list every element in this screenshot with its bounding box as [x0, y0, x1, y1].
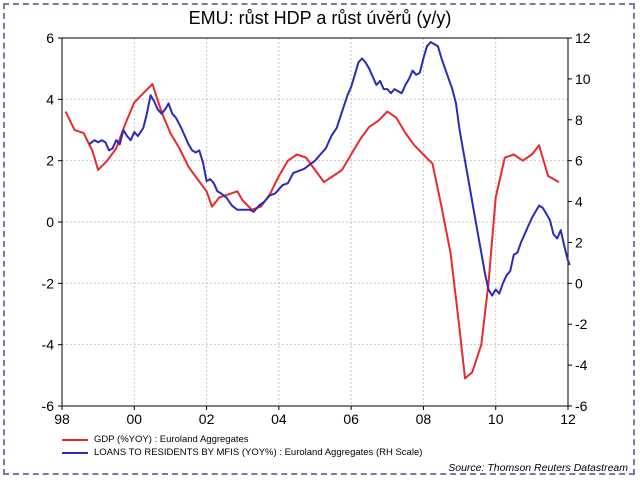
- y-right-tick-label: 0: [575, 275, 583, 291]
- series-lines: [64, 41, 571, 380]
- x-tick-label: 08: [416, 411, 432, 427]
- y-right-tick-label: -2: [575, 316, 588, 332]
- y-left-tick-label: 4: [46, 91, 54, 107]
- y-right-tick-label: 4: [575, 194, 583, 210]
- legend-item-gdp: GDP (%YOY) : Euroland Aggregates: [62, 434, 249, 445]
- chart-frame: [3, 3, 635, 475]
- y-right-tick-label: -4: [575, 357, 588, 373]
- source-note: Source: Thomson Reuters Datastream: [448, 462, 628, 474]
- y-left-tick-label: 6: [46, 30, 54, 46]
- x-tick-label: 04: [271, 411, 287, 427]
- y-right-tick-label: 10: [575, 71, 591, 87]
- x-tick-label: 10: [488, 411, 504, 427]
- legend-label-gdp: GDP (%YOY) : Euroland Aggregates: [94, 434, 249, 445]
- x-tick-label: 12: [560, 411, 576, 427]
- y-right-tick-label: 6: [575, 153, 583, 169]
- axes: 98 00 02 04 06 08 10 126420-2-4-6121086420-2-4-…: [42, 30, 591, 427]
- legend-swatch-loans: [62, 451, 88, 454]
- legend-swatch-gdp: [62, 438, 88, 441]
- y-left-tick-label: 0: [46, 214, 54, 230]
- x-tick-label: 06: [343, 411, 359, 427]
- grid-lines: [61, 37, 569, 407]
- y-left-tick-label: -6: [42, 398, 55, 414]
- x-tick-label: 00: [126, 411, 142, 427]
- y-left-tick-label: -2: [42, 275, 55, 291]
- chart-title: EMU: růst HDP a růst úvěrů (y/y): [188, 8, 452, 28]
- x-tick-label: 98: [54, 411, 70, 427]
- y-right-tick-label: 8: [575, 112, 583, 128]
- x-tick-label: 02: [199, 411, 215, 427]
- y-right-tick-label: 2: [575, 234, 583, 250]
- series-line-0: [64, 83, 560, 380]
- y-left-tick-label: 2: [46, 153, 54, 169]
- series-line-1: [88, 41, 571, 297]
- legend-label-loans: LOANS TO RESIDENTS BY MFIS (YOY%) : Euro…: [94, 447, 423, 458]
- legend-item-loans: LOANS TO RESIDENTS BY MFIS (YOY%) : Euro…: [62, 447, 422, 458]
- y-right-tick-label: -6: [575, 398, 588, 414]
- y-right-tick-label: 12: [575, 30, 591, 46]
- y-left-tick-label: -4: [42, 337, 55, 353]
